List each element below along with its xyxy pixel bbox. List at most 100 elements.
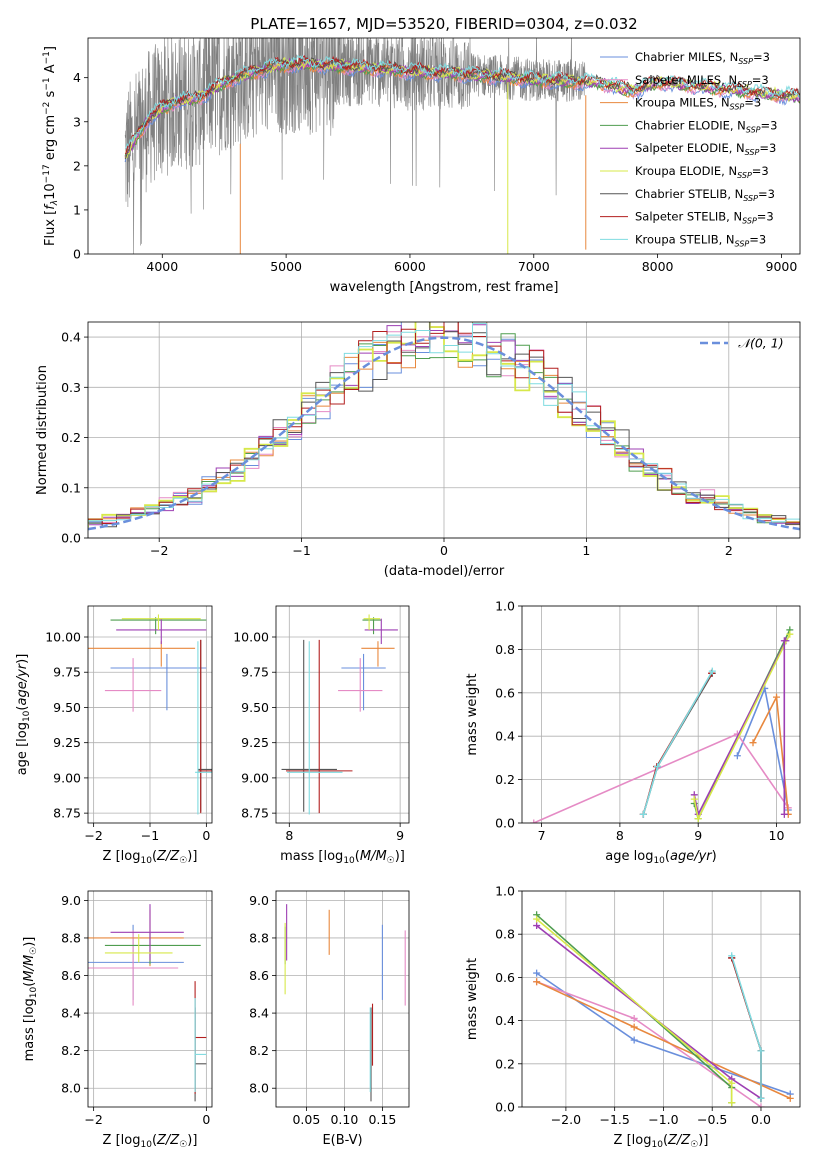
weight_vs_Z-frame: [521, 890, 801, 1108]
legend-label-chabrier-stelib: Chabrier STELIB, NSSP=3: [635, 187, 775, 203]
age_vs_Z-xtick-label: 0: [202, 828, 210, 843]
weight-marker-kroupa-stelib: [653, 763, 661, 771]
weight_vs_age-ytick-label: 0.2: [495, 772, 515, 787]
mass_vs_EBV-ytick-label: 8.4: [249, 1006, 269, 1021]
age_vs_Z-ytick-label: 9.00: [53, 770, 81, 785]
mass-vs-Z-plot-area: [88, 904, 207, 1102]
spectrum-model-kroupa-stelib: [124, 54, 800, 149]
weight-marker-kroupa-miles: [773, 693, 781, 701]
mass_vs_EBV-xtick-label: 0.10: [330, 1112, 358, 1127]
weight-marker-salpeter-elodie: [780, 637, 788, 645]
weight_vs_Z-xtick-label: −0.5: [697, 1112, 727, 1127]
age_vs_Z-ytick-label: 9.75: [53, 665, 81, 680]
weight_vs_Z-xtick-label: −1.0: [648, 1112, 678, 1127]
weight-line-salpeter-stelib: [730, 957, 762, 1099]
residuals-ytick-label: 0.0: [61, 531, 81, 546]
weight_vs_Z-xlabel: Z [log10(Z/Z☉)]: [614, 1133, 709, 1150]
mass_vs_Z-ytick-label: 8.0: [61, 1081, 81, 1096]
legend-label-kroupa-miles: Kroupa MILES, NSSP=3: [635, 96, 761, 112]
weight-marker-chabrier-miles: [630, 1036, 638, 1044]
spectrum-xtick-label: 8000: [642, 259, 674, 274]
residuals-plot-area: [88, 322, 800, 531]
weight_vs_age-frame: [521, 605, 801, 824]
weight_vs_Z-ytick-label: 0.0: [495, 1100, 515, 1115]
weight-marker-salpeter-elodie: [780, 810, 788, 818]
weight-marker-salpeter-miles: [530, 819, 538, 823]
mass_vs_EBV-ytick-label: 9.0: [249, 893, 269, 908]
figure-title: PLATE=1657, MJD=53520, FIBERID=0304, z=0…: [250, 15, 637, 33]
weight-marker-kroupa-stelib: [708, 667, 716, 675]
weight-marker-salpeter-miles: [630, 1014, 638, 1022]
weight-marker-kroupa-elodie: [728, 1079, 736, 1087]
age_vs_Z-xlabel: Z [log10(Z/Z☉)]: [103, 849, 198, 866]
spectrum-xlabel: wavelength [Angstrom, rest frame]: [330, 280, 559, 295]
residuals-ylabel: Normed distribution: [35, 365, 50, 495]
weight_vs_age-ytick-label: 0.6: [495, 685, 515, 700]
weight-marker-kroupa-miles: [749, 739, 757, 747]
weight-marker-salpeter-elodie: [533, 922, 541, 930]
weight-line-salpeter-stelib: [642, 672, 713, 815]
age_vs_Z-xtick-label: −2: [84, 828, 102, 843]
residuals-ytick-label: 0.4: [61, 330, 81, 345]
weight_vs_Z-ytick-label: 0.2: [495, 1056, 515, 1071]
mass-vs-EBV-plot-area: [284, 904, 406, 1102]
age_vs_Z-ytick-label: 9.50: [53, 700, 81, 715]
weight_vs_age-ytick-label: 0.4: [495, 729, 515, 744]
legend-label-chabrier-elodie: Chabrier ELODIE, NSSP=3: [635, 118, 777, 134]
mass_vs_EBV-xtick-label: 0.15: [368, 1112, 396, 1127]
spectrum-model-chabrier-stelib: [124, 57, 800, 160]
weight_vs_age-xtick-label: 10: [769, 828, 785, 843]
legend-label-kroupa-elodie: Kroupa ELODIE, NSSP=3: [635, 164, 769, 180]
weight-marker-kroupa-stelib: [757, 1094, 765, 1102]
weight_vs_age-xtick-label: 7: [538, 828, 546, 843]
age_vs_mass-ytick-label: 9.00: [241, 770, 269, 785]
weight_vs_age-ytick-label: 0.8: [495, 642, 515, 657]
spectrum-xtick-label: 7000: [518, 259, 550, 274]
residuals-xlabel: (data-model)/error: [384, 564, 505, 579]
age-vs-mass-panel: 8 9 8.75 9.00 9.25 9.50 9.75 10.00 mass [log10(M…: [233, 605, 410, 866]
mass_vs_Z-ylabel: mass [log10(M/M☉)]: [22, 937, 39, 1062]
weight-marker-kroupa-miles: [533, 978, 541, 986]
weight_vs_Z-xtick-label: −2.0: [551, 1112, 581, 1127]
spectrum-ytick-label: 3: [73, 114, 81, 129]
weight_vs_age-xlabel: age log10(age/yr): [605, 849, 716, 866]
spectrum-xtick-label: 4000: [146, 259, 178, 274]
weight-vs-Z-panel: −2.0 −1.5 −1.0 −0.5 0.0 0.0 0.2 0.4 0.6 0.8 1.0 Z […: [465, 884, 801, 1150]
mass_vs_Z-ytick-label: 8.6: [61, 968, 81, 983]
age_vs_mass-ytick-label: 8.75: [241, 806, 269, 821]
weight_vs_Z-ytick-label: 0.8: [495, 927, 515, 942]
legend-label-salpeter-miles: Salpeter MILES, NSSP=3: [635, 73, 769, 89]
age_vs_Z-ytick-label: 10.00: [45, 630, 81, 645]
age_vs_Z-xtick-label: −1: [141, 828, 159, 843]
weight-marker-kroupa-stelib: [728, 952, 736, 960]
spectrum-model-salpeter-stelib: [124, 55, 800, 155]
mass-vs-EBV-panel: 0.05 0.10 0.15 8.0 8.2 8.4 8.6 8.8 9.0 E(B-V): [249, 890, 410, 1148]
weight-marker-kroupa-elodie: [694, 815, 702, 823]
mass_vs_EBV-ytick-label: 8.6: [249, 968, 269, 983]
age_vs_mass-xtick-label: 9: [396, 828, 404, 843]
residuals-xtick-label: 0: [440, 543, 448, 558]
legend-label-chabrier-miles: Chabrier MILES, NSSP=3: [635, 50, 770, 66]
weight-marker-kroupa-miles: [786, 1094, 794, 1102]
spectrum-ytick-label: 4: [73, 70, 81, 85]
residuals-xtick-label: −2: [150, 543, 168, 558]
weight_vs_Z-ylabel: mass weight: [465, 958, 480, 1040]
legend-label-normal: 𝒩(0, 1): [738, 336, 784, 351]
residuals-xtick-label: −1: [292, 543, 310, 558]
spectrum-xtick-label: 6000: [394, 259, 426, 274]
weight_vs_Z-ytick-label: 0.4: [495, 1013, 515, 1028]
age-vs-mass-plot-area: [281, 614, 398, 815]
mass_vs_Z-ytick-label: 8.2: [61, 1043, 81, 1058]
spectrum-xtick-label: 5000: [270, 259, 302, 274]
weight_vs_age-ylabel: mass weight: [465, 673, 480, 755]
spectrum-plot-area: [124, 38, 800, 254]
mass_vs_EBV-ytick-label: 8.2: [249, 1043, 269, 1058]
mass-vs-Z-panel: −2 0 8.0 8.2 8.4 8.6 8.8 9.0 Z [log10(Z/Z☉)] mass…: [22, 890, 213, 1150]
age_vs_mass-frame: [275, 605, 410, 824]
mass_vs_EBV-xlabel: E(B-V): [322, 1133, 362, 1148]
residuals-legend: 𝒩(0, 1): [700, 336, 784, 351]
weight-line-chabrier-stelib: [730, 957, 762, 1099]
weight-marker-kroupa-stelib: [757, 1047, 765, 1055]
age_vs_mass-xtick-label: 8: [285, 828, 293, 843]
spectrum-frame: [87, 37, 801, 255]
